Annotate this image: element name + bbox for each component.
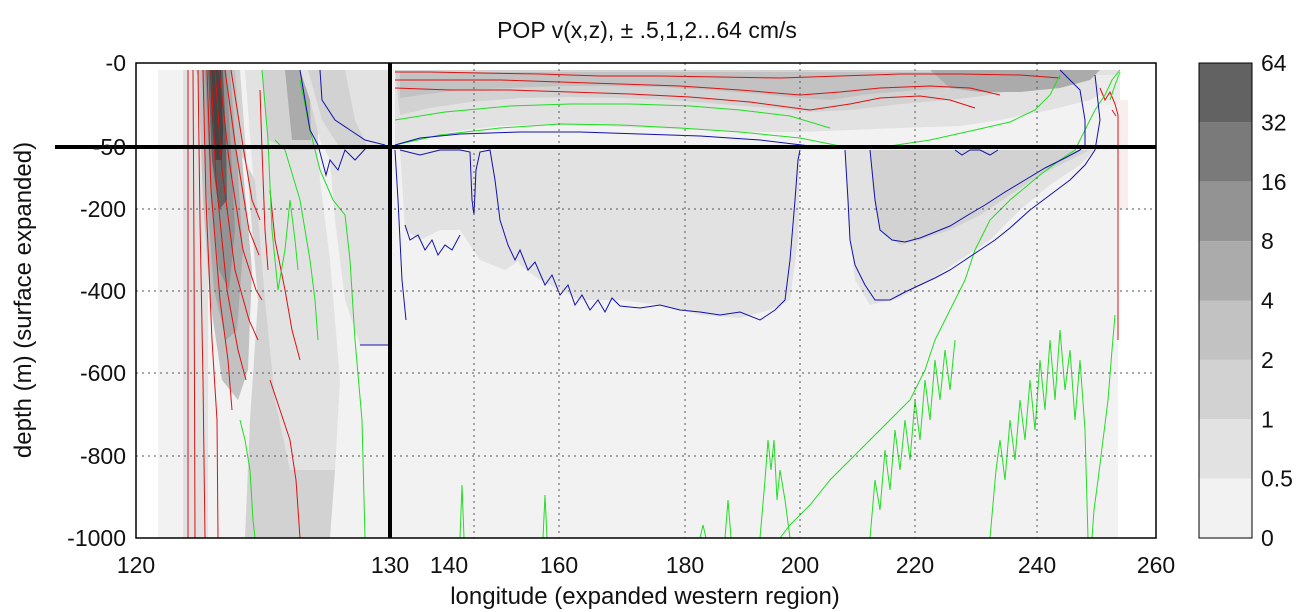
y-tick-label: -200 (80, 196, 126, 222)
zero-contours (239, 69, 1121, 539)
x-tick-label: 160 (540, 552, 578, 578)
colorbar-frame (1198, 62, 1253, 539)
y-axis-label: depth (m) (surface expanded) (10, 142, 37, 458)
colorbar-label: 1 (1261, 406, 1274, 432)
colorbar-segment (1199, 478, 1252, 538)
colorbar-label: 4 (1261, 288, 1274, 314)
y-tick-label: -0 (106, 50, 126, 76)
y-tick-labels: -0 -50 -200 -400 -600 -800 -1000 (67, 50, 126, 551)
colorbar: 0 0.5 1 2 4 8 16 32 64 (1198, 50, 1293, 551)
x-tick-label: 180 (666, 552, 704, 578)
x-tick-label: 120 (117, 552, 155, 578)
gridlines (136, 63, 1156, 538)
x-tick-label: 140 (430, 552, 468, 578)
colorbar-segment (1199, 241, 1252, 301)
x-tick-label: 200 (781, 552, 819, 578)
colorbar-segment (1199, 359, 1252, 420)
plot-frame (135, 62, 1157, 539)
x-tick-label: 240 (1018, 552, 1056, 578)
colorbar-segment (1199, 419, 1252, 479)
colorbar-segment (1199, 63, 1252, 123)
colorbar-segment (1199, 122, 1252, 182)
plot-area (55, 62, 1157, 539)
x-tick-label: 130 (371, 552, 409, 578)
x-tick-labels: 120 130 140 160 180 200 220 240 260 (117, 552, 1175, 578)
colorbar-label: 2 (1261, 347, 1274, 373)
x-tick-label: 260 (1137, 552, 1175, 578)
colorbar-segment (1199, 181, 1252, 242)
colorbar-label: 0 (1261, 525, 1274, 551)
y-tick-label: -600 (80, 360, 126, 386)
colorbar-label: 8 (1261, 228, 1274, 254)
colorbar-segment (1199, 300, 1252, 360)
colorbar-label: 32 (1261, 109, 1287, 135)
chart-title: POP v(x,z), ± .5,1,2...64 cm/s (497, 17, 797, 43)
y-tick-label: -400 (80, 278, 126, 304)
y-tick-label: -800 (80, 443, 126, 469)
y-tick-label: -50 (93, 134, 126, 160)
filled-contours (158, 70, 1128, 538)
y-tick-label: -1000 (67, 525, 126, 551)
colorbar-label: 64 (1261, 50, 1287, 76)
positive-contours (299, 69, 1101, 346)
x-tick-label: 220 (896, 552, 934, 578)
colorbar-label: 0.5 (1261, 466, 1293, 492)
colorbar-label: 16 (1261, 169, 1287, 195)
x-axis-label: longitude (expanded western region) (450, 583, 840, 610)
